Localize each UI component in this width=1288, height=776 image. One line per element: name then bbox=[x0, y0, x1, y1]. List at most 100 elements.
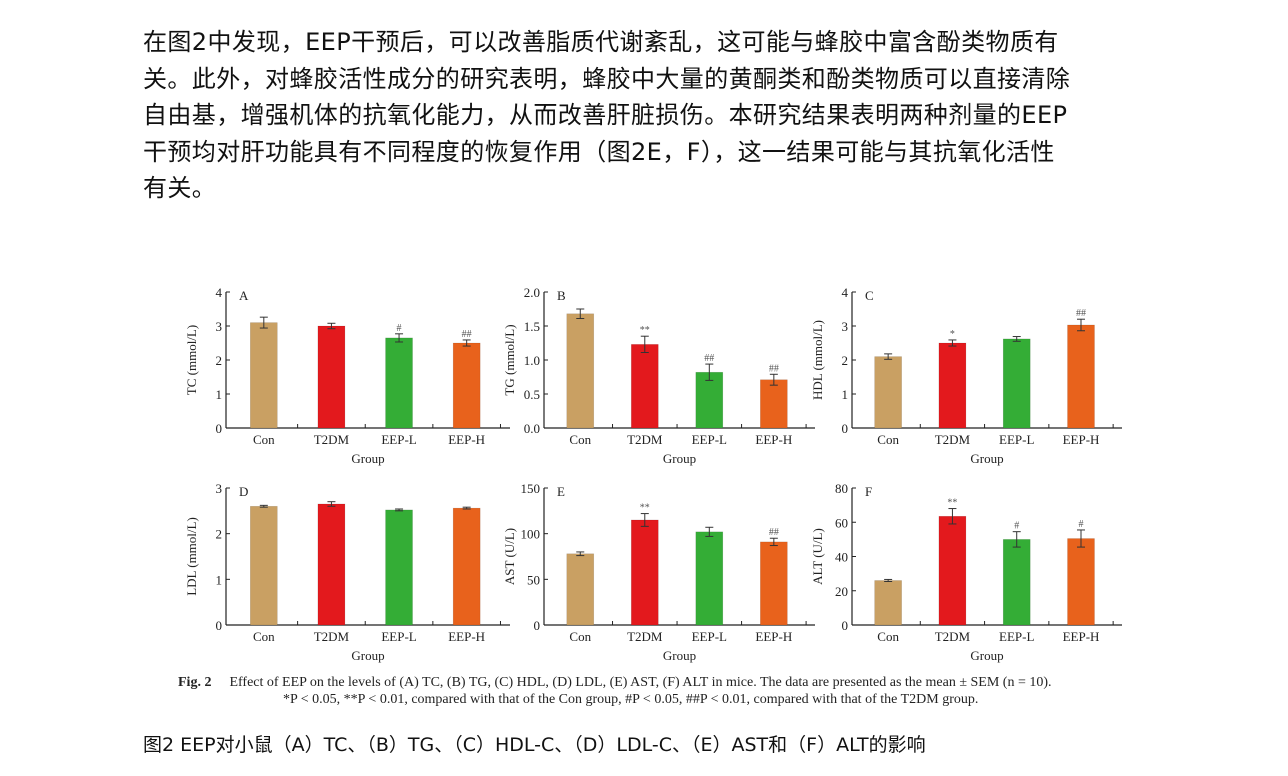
significance-marker: ** bbox=[947, 498, 957, 509]
bar-con bbox=[874, 580, 902, 626]
bar-eep-l bbox=[695, 371, 724, 429]
figure-caption-line2: *P < 0.05, **P < 0.01, compared with tha… bbox=[283, 692, 979, 707]
category-label: Con bbox=[253, 432, 275, 447]
category-label: EEP-H bbox=[1063, 629, 1100, 644]
panel-letter: B bbox=[557, 288, 566, 303]
significance-marker: ## bbox=[462, 329, 472, 340]
y-tick-label: 0 bbox=[216, 421, 223, 436]
significance-marker: ** bbox=[640, 325, 650, 336]
category-label: Con bbox=[569, 629, 591, 644]
category-label: EEP-L bbox=[692, 432, 727, 447]
y-tick-label: 80 bbox=[835, 481, 848, 496]
panel-letter: E bbox=[557, 484, 565, 499]
bar-t2dm bbox=[630, 344, 659, 429]
bar-eep-h bbox=[452, 342, 481, 429]
y-tick-label: 0 bbox=[842, 618, 849, 633]
y-tick-label: 2 bbox=[842, 353, 849, 368]
bar-t2dm bbox=[317, 325, 346, 429]
bar-con bbox=[566, 313, 595, 429]
category-label: T2DM bbox=[314, 629, 350, 644]
significance-marker: * bbox=[950, 329, 955, 340]
significance-marker: ** bbox=[640, 503, 650, 514]
y-tick-label: 3 bbox=[216, 319, 223, 334]
figure-label: Fig. 2 bbox=[178, 675, 212, 690]
significance-marker: ## bbox=[704, 353, 714, 364]
category-label: EEP-H bbox=[448, 432, 485, 447]
category-label: EEP-L bbox=[381, 629, 416, 644]
y-axis-label: AST (U/L) bbox=[502, 528, 517, 585]
x-axis-label: Group bbox=[351, 648, 384, 663]
paragraph-line: 自由基，增强机体的抗氧化能力，从而改善肝脏损伤。本研究结果表明两种剂量的EEP bbox=[143, 101, 1068, 129]
y-tick-label: 2 bbox=[216, 353, 223, 368]
category-label: EEP-L bbox=[381, 432, 416, 447]
y-tick-label: 20 bbox=[835, 584, 848, 599]
category-label: Con bbox=[253, 629, 275, 644]
bar-eep-l bbox=[1002, 338, 1031, 429]
bar-t2dm bbox=[317, 503, 346, 626]
bar-eep-h bbox=[760, 379, 788, 429]
y-axis-label: TG (mmol/L) bbox=[502, 324, 517, 395]
y-axis-label: ALT (U/L) bbox=[810, 528, 825, 585]
category-label: T2DM bbox=[314, 432, 350, 447]
bar-eep-h bbox=[1067, 538, 1095, 626]
significance-marker: ## bbox=[769, 527, 779, 538]
bar-t2dm bbox=[938, 515, 967, 626]
bar-eep-l bbox=[695, 531, 724, 626]
x-axis-label: Group bbox=[970, 451, 1003, 466]
category-label: EEP-H bbox=[448, 629, 485, 644]
bar-eep-l bbox=[385, 509, 413, 626]
bar-eep-h bbox=[1067, 324, 1095, 429]
category-label: EEP-H bbox=[755, 629, 792, 644]
x-axis-label: Group bbox=[663, 451, 696, 466]
category-label: Con bbox=[877, 629, 899, 644]
caption-text: Effect of EEP on the levels of (A) TC, (… bbox=[229, 675, 1052, 690]
paragraph-line: 关。此外，对蜂胶活性成分的研究表明，蜂胶中大量的黄酮类和酚类物质可以直接清除 bbox=[143, 64, 1071, 93]
category-label: EEP-L bbox=[999, 629, 1034, 644]
bar-eep-l bbox=[385, 337, 413, 429]
y-tick-label: 1 bbox=[842, 387, 849, 402]
bar-t2dm bbox=[938, 342, 967, 429]
category-label: Con bbox=[569, 432, 591, 447]
category-label: EEP-L bbox=[692, 629, 727, 644]
y-tick-label: 0.0 bbox=[524, 421, 540, 436]
y-tick-label: 100 bbox=[521, 527, 541, 542]
category-label: EEP-H bbox=[755, 432, 792, 447]
bar-t2dm bbox=[630, 519, 659, 626]
panel-letter: C bbox=[865, 288, 874, 303]
significance-marker: # bbox=[1079, 519, 1084, 530]
y-tick-label: 4 bbox=[842, 285, 849, 300]
y-tick-label: 50 bbox=[527, 572, 540, 587]
category-label: EEP-L bbox=[999, 432, 1034, 447]
paragraph-line: 在图2中发现，EEP干预后，可以改善脂质代谢紊乱，这可能与蜂胶中富含酚类物质有 bbox=[143, 28, 1059, 56]
category-label: T2DM bbox=[935, 432, 971, 447]
y-tick-label: 2 bbox=[216, 527, 223, 542]
chinese-figure-caption: 图2 EEP对小鼠（A）TC、（B）TG、（C）HDL-C、（D）LDL-C、（… bbox=[143, 734, 926, 756]
significance-marker: ## bbox=[769, 363, 779, 374]
category-label: T2DM bbox=[627, 432, 663, 447]
significance-marker: # bbox=[1014, 521, 1019, 532]
y-tick-label: 40 bbox=[835, 550, 848, 565]
y-tick-label: 1 bbox=[216, 387, 223, 402]
bar-eep-h bbox=[760, 541, 788, 626]
paragraph-line: 有关。 bbox=[143, 174, 217, 202]
y-tick-label: 3 bbox=[216, 481, 223, 496]
y-axis-label: TC (mmol/L) bbox=[184, 325, 199, 395]
bar-con bbox=[250, 322, 278, 429]
y-tick-label: 0 bbox=[534, 618, 541, 633]
paragraph-line: 干预均对肝功能具有不同程度的恢复作用（图2E，F），这一结果可能与其抗氧化活性 bbox=[143, 137, 1055, 166]
bar-con bbox=[250, 505, 278, 626]
bar-eep-l bbox=[1002, 539, 1031, 626]
y-axis-label: LDL (mmol/L) bbox=[184, 517, 199, 596]
body-paragraph: 在图2中发现，EEP干预后，可以改善脂质代谢紊乱，这可能与蜂胶中富含酚类物质有 … bbox=[143, 24, 1173, 207]
category-label: T2DM bbox=[935, 629, 971, 644]
y-tick-label: 0.5 bbox=[524, 387, 540, 402]
x-axis-label: Group bbox=[970, 648, 1003, 663]
x-axis-label: Group bbox=[663, 648, 696, 663]
y-tick-label: 2.0 bbox=[524, 285, 540, 300]
bar-con bbox=[566, 553, 595, 626]
panel-letter: D bbox=[239, 484, 248, 499]
x-axis-label: Group bbox=[351, 451, 384, 466]
category-label: EEP-H bbox=[1063, 432, 1100, 447]
panel-letter: A bbox=[239, 288, 249, 303]
